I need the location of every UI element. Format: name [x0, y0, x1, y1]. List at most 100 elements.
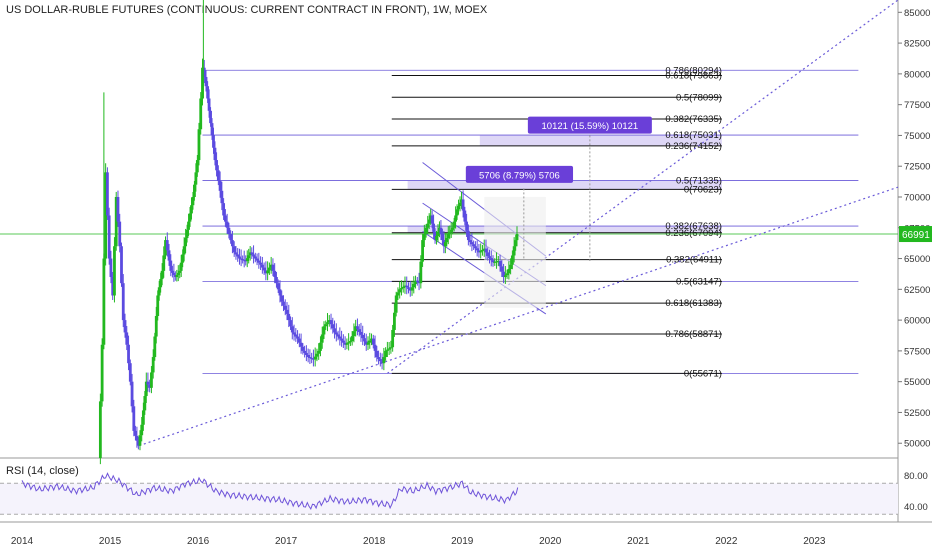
candle-body [380, 361, 384, 364]
candle-body [104, 172, 108, 259]
candle-body [333, 328, 336, 333]
x-tick-label: 2015 [99, 536, 122, 547]
candle-body [454, 215, 458, 222]
candle-body [252, 254, 255, 257]
candle-body [457, 206, 460, 210]
candle-body [356, 326, 359, 330]
candle-body [128, 363, 132, 382]
candle-body [222, 203, 226, 216]
rsi-tick-label: 40.00 [904, 502, 928, 513]
candle-body [303, 350, 307, 353]
fib-level-label: 0.236(74152) [665, 141, 722, 152]
measure-label-text: 10121 (15.59%) 10121 [542, 121, 639, 132]
candle-body [320, 334, 324, 343]
candle-body [509, 264, 513, 270]
candle-body [445, 238, 449, 243]
candle-body [151, 357, 155, 373]
y-tick-label: 77500 [904, 100, 930, 111]
candle-body [143, 396, 147, 411]
candle-body [491, 260, 495, 263]
candle-body [458, 202, 462, 207]
candle-body [340, 338, 343, 341]
candle-body [474, 246, 477, 249]
x-tick-label: 2021 [627, 536, 650, 547]
candle-body [245, 258, 249, 262]
candle-body [315, 353, 319, 357]
candle-body [113, 246, 116, 296]
candle-body [312, 358, 315, 360]
rsi-label: RSI (14, close) [6, 465, 79, 477]
candle-body [313, 356, 317, 360]
x-tick-label: 2022 [715, 536, 738, 547]
candle-body [384, 350, 388, 358]
candle-body [364, 341, 368, 345]
candle-body [398, 289, 402, 293]
x-tick-label: 2020 [539, 536, 562, 547]
candle-body [273, 270, 277, 278]
candle-body [507, 269, 511, 274]
candle-body [373, 344, 377, 351]
candle-body [213, 147, 217, 161]
candle-body [182, 246, 186, 255]
candle-body [296, 336, 299, 339]
candle-body [385, 349, 389, 351]
fib-level-label: 0.5(71335) [676, 176, 722, 187]
fib-level-label: 0.618(79863) [665, 71, 722, 82]
candle-body [401, 286, 405, 289]
x-tick-label: 2018 [363, 536, 386, 547]
fib-zone-band [407, 180, 722, 190]
fib-level-label: 0(70623) [684, 184, 722, 195]
candle-body [294, 334, 298, 337]
candle-body [171, 270, 174, 273]
candle-body [195, 160, 199, 173]
candle-body [408, 288, 412, 291]
candle-body [405, 285, 409, 288]
candle-body [290, 326, 294, 333]
fib-level-label: 0.618(75031) [665, 130, 722, 141]
candle-body [144, 381, 148, 397]
candle-body [301, 346, 305, 351]
candle-body [363, 338, 366, 342]
candle-body [475, 248, 479, 251]
candle-body [421, 240, 424, 262]
candle-body [415, 280, 419, 282]
candle-body [236, 254, 240, 257]
candle-body [287, 313, 291, 321]
candle-body [268, 267, 271, 271]
y-tick-label: 55000 [904, 377, 930, 388]
candle-body [280, 295, 284, 302]
candle-body [181, 254, 185, 263]
candle-body [426, 223, 430, 228]
candle-body [199, 98, 203, 130]
candle-body [127, 344, 130, 364]
candle-body [218, 180, 222, 191]
candle-body [460, 199, 463, 203]
candle-body [359, 332, 363, 335]
candle-body [412, 283, 416, 288]
fib-level-label: 0.236(67094) [665, 228, 722, 239]
chart-title: US DOLLAR-RUBLE FUTURES (CONTINUOUS: CUR… [6, 4, 488, 16]
candle-body [244, 260, 248, 262]
candle-body [500, 266, 504, 272]
candle-body [162, 255, 166, 271]
candle-body [477, 250, 481, 253]
candle-body [341, 340, 345, 343]
candle-body [488, 256, 491, 259]
candle-body [510, 255, 514, 265]
candle-body [136, 440, 140, 446]
candle-body [175, 274, 179, 278]
candle-body [387, 348, 391, 350]
candle-body [247, 255, 251, 259]
candle-body [210, 123, 214, 136]
candle-body [393, 312, 396, 330]
candle-body [109, 258, 113, 278]
candle-body [322, 326, 326, 335]
measure-label [465, 165, 574, 183]
candle-body [229, 233, 233, 241]
candle-body [193, 184, 196, 197]
candle-body [502, 271, 505, 278]
candle-body [350, 336, 354, 342]
candle-body [370, 338, 373, 341]
candle-body [185, 229, 189, 239]
